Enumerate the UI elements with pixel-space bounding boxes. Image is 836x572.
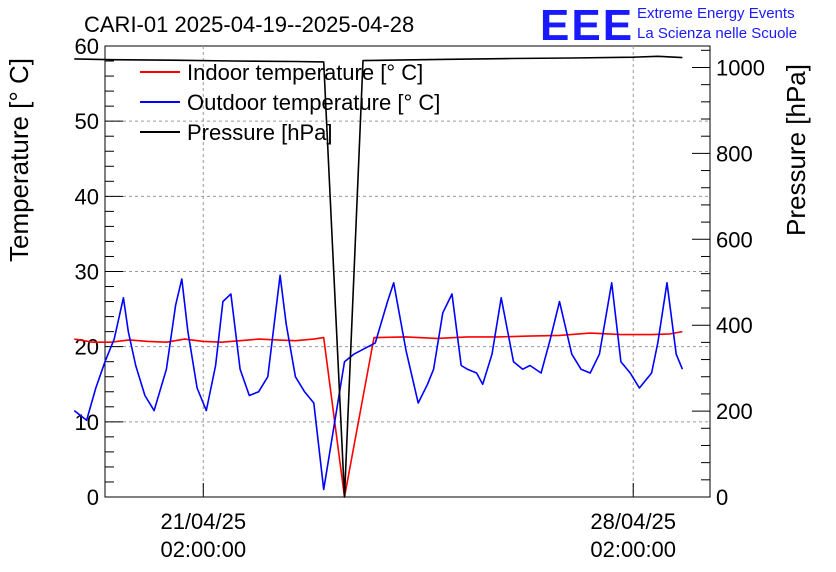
legend: Indoor temperature [° C] Outdoor tempera…: [140, 60, 440, 145]
eee-logo: EEE: [540, 1, 634, 50]
y-tick-label: 20: [75, 335, 99, 360]
legend-label-outdoor: Outdoor temperature [° C]: [187, 90, 440, 115]
y-tick-label: 30: [75, 260, 99, 285]
logo-line-1: Extreme Energy Events: [637, 5, 795, 22]
y-tick-label: 60: [75, 34, 99, 59]
y2-tick-label: 200: [716, 399, 753, 424]
series-layer: [73, 55, 684, 498]
y-axis-title: Temperature [° C]: [4, 58, 34, 262]
x-tick-time: 02:00:00: [590, 537, 676, 562]
legend-label-pressure: Pressure [hPa]: [187, 120, 333, 145]
series-indoor-temperature: [74, 330, 683, 498]
grid-layer: [105, 46, 710, 497]
y2-tick-label: 1000: [716, 55, 765, 80]
series-outdoor-temperature: [73, 274, 684, 491]
y-tick-label: 0: [87, 485, 99, 510]
x-tick-date: 21/04/25: [160, 509, 246, 534]
x-tick-date: 28/04/25: [590, 509, 676, 534]
y2-tick-label: 400: [716, 313, 753, 338]
series-pressure: [74, 55, 683, 498]
logo-line-2: La Scienza nelle Scuole: [637, 25, 797, 42]
y-tick-label: 50: [75, 109, 99, 134]
x-tick-time: 02:00:00: [160, 537, 246, 562]
y2-tick-label: 600: [716, 227, 753, 252]
legend-label-indoor: Indoor temperature [° C]: [187, 60, 423, 85]
chart-title: CARI-01 2025-04-19--2025-04-28: [84, 12, 414, 37]
y2-tick-label: 0: [716, 485, 728, 510]
y-tick-label: 40: [75, 184, 99, 209]
y2-tick-label: 800: [716, 141, 753, 166]
y2-axis-title: Pressure [hPa]: [781, 64, 811, 236]
